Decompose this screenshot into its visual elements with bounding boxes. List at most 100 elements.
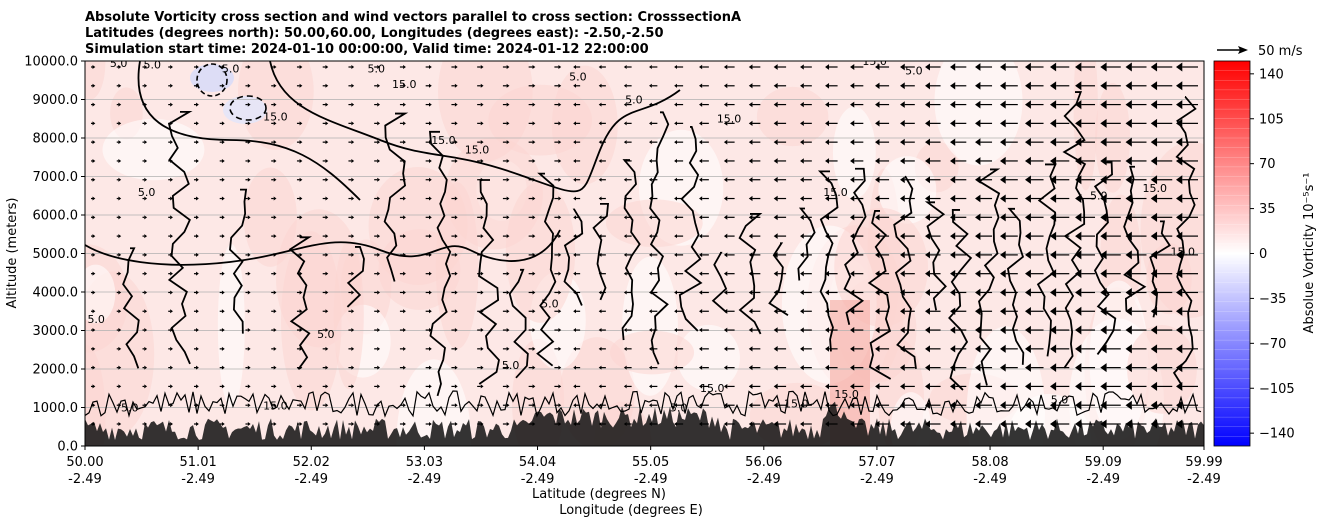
wind-vector-head — [377, 365, 381, 370]
y-axis-label: Altitude (meters) — [5, 198, 20, 309]
wind-vector-head — [748, 383, 753, 390]
wind-vector-head — [1125, 137, 1132, 147]
wind-vector-head — [1176, 100, 1183, 110]
wind-vector-head — [573, 158, 576, 163]
wind-vector-head — [299, 102, 303, 107]
wind-vector-head — [773, 383, 778, 390]
vorticity-contour — [1036, 163, 1057, 357]
wind-vector-head — [454, 290, 458, 295]
wind-vector-head — [723, 158, 728, 164]
wind-vector-head — [1075, 419, 1082, 429]
wind-vector-head — [1100, 175, 1107, 185]
wind-vector-head — [118, 196, 122, 201]
wind-vector-head — [403, 252, 406, 257]
wind-vector-head — [649, 158, 652, 163]
wind-vector-head — [92, 422, 96, 426]
contour-label: 15.0 — [784, 398, 809, 411]
wind-vector-head — [480, 215, 484, 220]
wind-vector-head — [558, 403, 562, 408]
wind-vector-head — [144, 65, 148, 69]
wind-vector-head — [92, 102, 96, 107]
wind-vector-head — [144, 346, 148, 351]
negative-vorticity-patch — [223, 96, 267, 124]
wind-vector-head — [850, 251, 855, 258]
wind-vector-head — [1100, 156, 1107, 166]
wind-vector-head — [351, 422, 355, 426]
wind-vector-head — [900, 63, 905, 71]
wind-vector-head — [325, 215, 329, 220]
wind-vector-head — [273, 65, 277, 69]
wind-vector-head — [92, 65, 96, 69]
wind-vector-head — [975, 119, 981, 128]
wind-vector-head — [975, 213, 981, 222]
x-tick-label-latitude: 59.09 — [1085, 455, 1122, 470]
wind-vector-head — [273, 328, 277, 333]
wind-vector-head — [699, 402, 703, 408]
wind-vector-head — [1000, 269, 1006, 278]
wind-vector-head — [558, 158, 562, 163]
wind-vector-head — [454, 271, 458, 276]
wind-vector-head — [875, 364, 880, 371]
wind-vector-head — [748, 233, 753, 239]
wind-vector-head — [92, 140, 96, 145]
wind-vector-head — [403, 158, 406, 163]
wind-vector-head — [558, 65, 562, 69]
wind-vector-head — [1176, 62, 1183, 72]
wind-vector-head — [875, 420, 880, 428]
wind-vector-head — [558, 365, 562, 370]
wind-vector-head — [506, 121, 510, 126]
wind-vector-head — [875, 402, 880, 409]
wind-vector-head — [649, 384, 652, 389]
wind-vector-head — [925, 345, 930, 353]
wind-vector-head — [623, 365, 627, 370]
x-tick-label-latitude: 58.08 — [971, 455, 1008, 470]
wind-vector-head — [1025, 137, 1031, 147]
wind-vector-head — [480, 234, 484, 239]
wind-vector-head — [623, 422, 627, 426]
wind-vector-head — [273, 384, 277, 389]
wind-vector-head — [623, 252, 627, 257]
wind-vector-head — [773, 421, 778, 427]
wind-vector-head — [950, 100, 956, 109]
wind-vector-head — [850, 139, 855, 146]
wind-vector-head — [247, 215, 251, 220]
wind-vector-head — [773, 252, 778, 258]
wind-vector-head — [480, 346, 484, 351]
wind-vector-head — [1025, 213, 1031, 222]
wind-vector-head — [170, 290, 173, 295]
wind-vector-head — [1050, 81, 1057, 91]
wind-vector-head — [325, 177, 329, 182]
colorbar-tick-label: −35 — [1259, 292, 1286, 307]
vorticity-contour — [346, 246, 365, 308]
wind-vector-head — [875, 157, 880, 165]
wind-vector-head — [723, 214, 728, 220]
wind-vector-head — [649, 422, 652, 426]
wind-vector-head — [1150, 400, 1158, 410]
wind-vector-head — [723, 83, 728, 89]
wind-vector-head — [573, 83, 576, 88]
wind-vector-head — [299, 83, 303, 88]
wind-vector-head — [900, 307, 905, 315]
wind-vector-head — [558, 271, 562, 276]
wind-vector-head — [454, 121, 458, 126]
wind-vector-head — [773, 233, 778, 239]
wind-vector-head — [699, 177, 703, 182]
wind-vector-head — [723, 346, 728, 352]
wind-vector-head — [850, 214, 855, 221]
wind-vector-head — [1125, 306, 1132, 316]
wind-vector-head — [800, 214, 804, 220]
y-axis: 0.0 1000.0 2000.0 3000.0 4000.0 5000.0 6000.0 7… — [24, 55, 85, 455]
wind-vector-head — [506, 384, 510, 389]
wind-vector-head — [1125, 269, 1132, 279]
wind-vector-head — [221, 65, 225, 69]
wind-vector-head — [925, 364, 930, 372]
wind-vector-head — [623, 196, 627, 201]
wind-vector-head — [196, 309, 199, 314]
wind-vector-head — [247, 271, 251, 276]
wind-vector-head — [273, 158, 277, 163]
wind-vector-head — [92, 403, 96, 408]
wind-vector-head — [1050, 325, 1057, 335]
wind-vector-head — [247, 422, 251, 426]
wind-vector-head — [1050, 363, 1057, 373]
wind-vector-head — [773, 158, 778, 164]
